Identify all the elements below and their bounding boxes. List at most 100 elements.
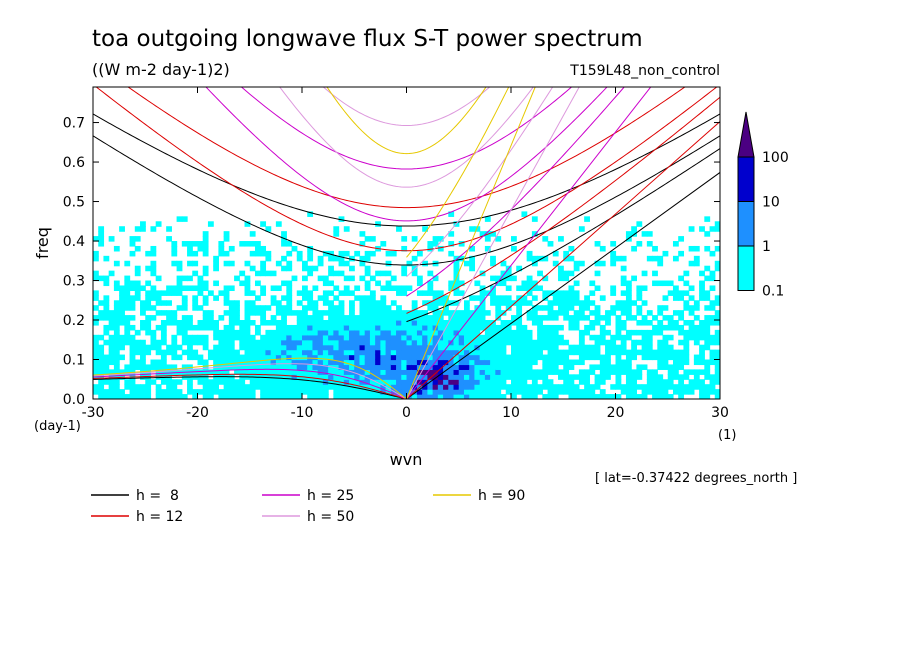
power-cell [526, 384, 533, 390]
power-cell [552, 260, 559, 267]
power-cell [625, 231, 632, 237]
power-cell [662, 349, 669, 356]
power-cell [599, 374, 606, 380]
power-cell [187, 349, 193, 356]
power-cell [458, 384, 465, 390]
legend-label: h = 12 [136, 509, 183, 525]
power-cell [390, 364, 397, 370]
power-cell [113, 379, 120, 385]
power-cell [568, 285, 575, 291]
power-cell [338, 369, 345, 375]
power-cell [521, 354, 528, 361]
power-cell [380, 344, 387, 351]
power-cell [369, 379, 376, 385]
power-cell [181, 329, 188, 336]
power-cell [254, 364, 261, 370]
power-cell [657, 379, 664, 385]
power-cell [448, 334, 455, 341]
power-cell [134, 265, 141, 272]
power-cell [129, 315, 136, 321]
power-cell [714, 339, 720, 346]
power-cell [568, 324, 575, 331]
power-cell [396, 310, 402, 316]
curve-h25-kelvin [406, 87, 652, 399]
power-cell [610, 285, 617, 291]
power-cell [150, 265, 157, 272]
power-cell [249, 250, 256, 257]
power-cell [270, 344, 277, 351]
power-cell [328, 384, 334, 390]
power-cell [589, 290, 596, 296]
power-cell [568, 384, 575, 390]
power-cell [516, 295, 523, 301]
power-cell [714, 369, 720, 375]
power-cell [124, 364, 131, 370]
power-cell [584, 344, 590, 351]
power-cell [542, 344, 549, 351]
power-cell [484, 290, 491, 296]
power-cell [328, 310, 334, 316]
power-cell [500, 379, 507, 385]
power-cell [646, 329, 653, 336]
power-cell [338, 349, 345, 356]
power-cell [296, 250, 303, 257]
power-cell [218, 379, 225, 385]
power-cell [375, 374, 381, 380]
power-cell [333, 226, 340, 232]
power-cell [704, 339, 711, 346]
power-cell [443, 310, 449, 316]
power-cell [93, 349, 99, 356]
power-cell [338, 394, 345, 399]
power-cell [620, 320, 627, 326]
power-cell [312, 344, 319, 351]
power-cell [166, 379, 172, 385]
power-cell [333, 369, 340, 375]
power-cell [511, 245, 517, 252]
power-cell [495, 236, 502, 242]
power-cell [699, 270, 705, 277]
power-cell [406, 320, 413, 326]
power-cell [249, 384, 256, 390]
power-cell [563, 295, 570, 301]
power-cell [119, 339, 125, 346]
power-cell [359, 295, 366, 301]
power-cell [594, 364, 601, 370]
power-cell [620, 389, 627, 395]
power-cell [223, 369, 230, 375]
power-cell [568, 290, 575, 296]
power-cell [296, 364, 303, 370]
power-cell [93, 389, 99, 395]
power-cell [693, 305, 700, 311]
power-cell [307, 290, 314, 296]
curve-h90-kelvin [406, 87, 536, 399]
power-cell [349, 354, 355, 361]
power-cell [296, 359, 303, 366]
power-cell [349, 379, 355, 385]
power-cell [155, 389, 162, 395]
power-cell [160, 379, 167, 385]
power-cell [213, 359, 219, 366]
power-cell [385, 349, 392, 356]
power-cell [610, 339, 617, 346]
power-cell [474, 374, 481, 380]
power-cell [171, 241, 178, 247]
power-cell [307, 364, 314, 370]
power-cell [275, 285, 282, 291]
power-cell [328, 334, 334, 341]
power-cell [500, 295, 507, 301]
power-cell [249, 379, 256, 385]
power-cell [286, 369, 293, 375]
power-cell [453, 300, 460, 306]
power-cell [636, 349, 643, 356]
power-cell [296, 290, 303, 296]
power-cell [432, 339, 439, 346]
power-cell [432, 394, 439, 399]
chart-units: ((W m-2 day-1)2) [92, 60, 230, 79]
power-cell [490, 255, 496, 262]
power-cell [516, 285, 523, 291]
power-cell [192, 285, 199, 291]
power-cell [166, 310, 172, 316]
power-cell [547, 389, 554, 395]
power-cell [437, 354, 444, 361]
power-cell [505, 295, 512, 301]
